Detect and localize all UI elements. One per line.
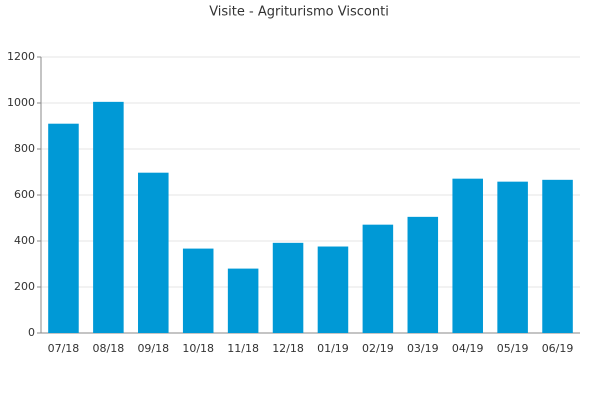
bar [407, 216, 439, 333]
bar [182, 248, 214, 333]
y-tick-label: 1000 [7, 96, 35, 109]
x-tick-label: 01/19 [317, 342, 349, 355]
y-tick-label: 800 [14, 142, 35, 155]
y-tick-label: 200 [14, 280, 35, 293]
x-tick-label: 09/18 [137, 342, 169, 355]
y-tick-label: 1200 [7, 50, 35, 63]
x-tick-label: 06/19 [542, 342, 574, 355]
bar [93, 101, 124, 333]
x-tick-label: 04/19 [452, 342, 484, 355]
x-tick-label: 11/18 [227, 342, 259, 355]
bar [317, 246, 349, 333]
bar [542, 179, 573, 333]
x-tick-label: 07/18 [48, 342, 80, 355]
x-tick-label: 08/18 [93, 342, 125, 355]
x-tick-label: 05/19 [497, 342, 529, 355]
bar [48, 123, 79, 333]
x-tick-label: 10/18 [182, 342, 214, 355]
bar [138, 172, 169, 333]
bar [227, 268, 259, 333]
bar [272, 242, 304, 333]
bar [497, 181, 528, 333]
y-tick-label: 0 [28, 326, 35, 339]
x-tick-label: 12/18 [272, 342, 304, 355]
x-tick-label: 03/19 [407, 342, 439, 355]
y-tick-label: 400 [14, 234, 35, 247]
bar [362, 224, 394, 333]
chart-title: Visite - Agriturismo Visconti [209, 5, 389, 20]
x-tick-label: 02/19 [362, 342, 394, 355]
bar [452, 178, 483, 333]
y-tick-label: 600 [14, 188, 35, 201]
